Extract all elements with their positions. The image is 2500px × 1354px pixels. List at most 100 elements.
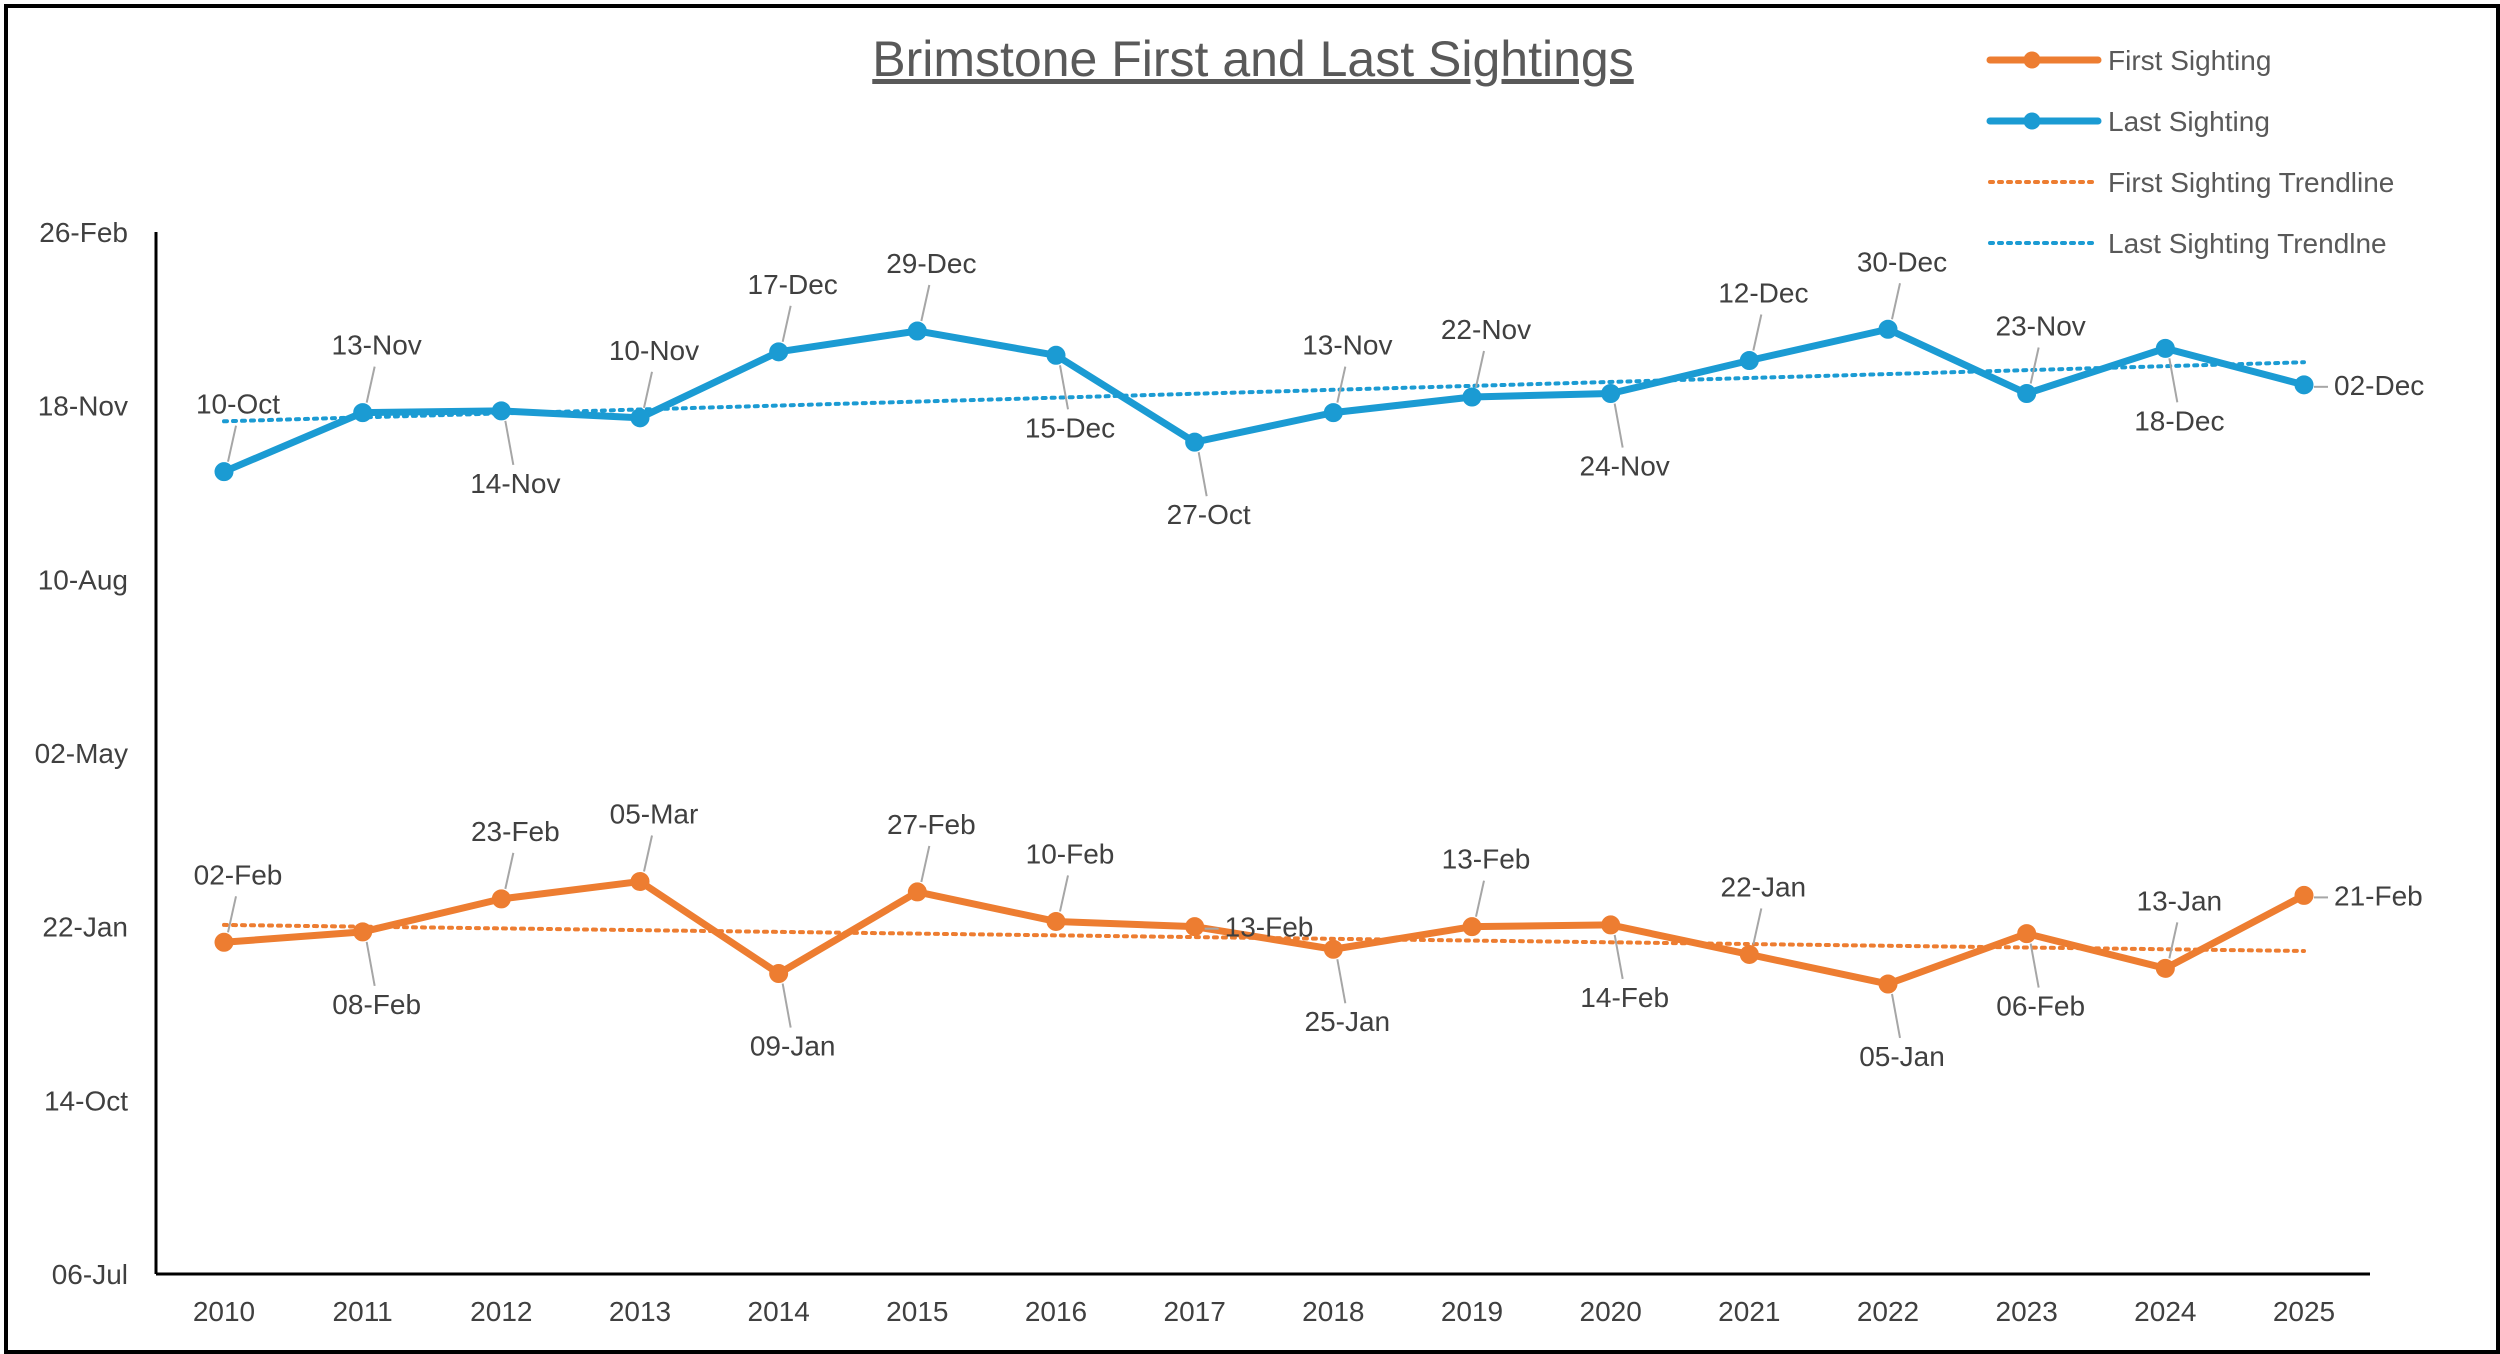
x-tick-label: 2015	[886, 1296, 948, 1327]
first-sighting-marker-2020	[1601, 915, 1621, 935]
first-sighting-marker-2023	[2017, 924, 2037, 944]
y-tick-label: 22-Jan	[42, 912, 128, 943]
data-label-leader	[1613, 403, 1624, 448]
data-label-leader	[1475, 880, 1485, 917]
data-label-leader	[2168, 922, 2179, 959]
last-sighting-label-2015: 29-Dec	[886, 248, 976, 279]
first-sighting-label-2010: 02-Feb	[194, 859, 283, 890]
last-sighting-label-2016: 15-Dec	[1025, 412, 1115, 443]
y-tick-label: 10-Aug	[38, 564, 128, 595]
last-sighting-marker-2018	[1323, 403, 1343, 423]
legend-label: First Sighting Trendline	[2108, 167, 2394, 198]
data-label-leader	[504, 852, 515, 890]
y-tick-label: 26-Feb	[39, 217, 128, 248]
last-sighting-marker-2023	[2017, 384, 2037, 404]
last-sighting-line	[220, 325, 2308, 476]
last-sighting-label-2010: 10-Oct	[196, 389, 280, 420]
first-sighting-label-2020: 14-Feb	[1580, 982, 1669, 1013]
data-label-leader	[1613, 934, 1624, 980]
line-chart: Brimstone First and Last Sightings 26-Fe…	[35, 31, 2425, 1327]
x-tick-label: 2024	[2134, 1296, 2196, 1327]
y-tick-label: 14-Oct	[44, 1085, 128, 1116]
x-tick-label: 2019	[1441, 1296, 1503, 1327]
first-sighting-marker-2011	[353, 922, 373, 942]
data-label-leader	[365, 941, 376, 987]
data-labels: 02-Feb 08-Feb 23-Feb 05-Mar 09-Jan 27-Feb 10-F…	[194, 246, 2425, 1072]
first-sighting-label-2025: 21-Feb	[2334, 880, 2423, 911]
first-sighting-marker-2021	[1739, 944, 1759, 964]
first-sighting-marker-2015	[907, 882, 927, 902]
x-tick-label: 2020	[1580, 1296, 1642, 1327]
last-sighting-label-2021: 12-Dec	[1718, 278, 1808, 309]
first-sighting-label-2013: 05-Mar	[610, 799, 699, 830]
x-tick-label: 2018	[1302, 1296, 1364, 1327]
first-sighting-marker-2019	[1462, 917, 1482, 937]
x-tick-label: 2011	[333, 1296, 393, 1327]
last-sighting-label-2025: 02-Dec	[2334, 370, 2424, 401]
last-sighting-marker-2011	[353, 403, 373, 423]
legend-label: Last Sighting	[2108, 106, 2270, 137]
data-label-leader	[643, 835, 653, 872]
y-tick-label: 02-May	[35, 738, 128, 769]
legend-marker-first	[2023, 51, 2041, 69]
last-sighting-marker-2012	[491, 401, 511, 421]
first-sighting-label-2014: 09-Jan	[750, 1031, 836, 1062]
first-sighting-label-2016: 10-Feb	[1026, 838, 1115, 869]
axes	[154, 232, 2370, 1276]
legend-marker-last	[2023, 112, 2041, 130]
data-label-leader	[227, 896, 237, 933]
first-sighting-trendline	[222, 922, 2306, 953]
last-sighting-label-2013: 10-Nov	[609, 335, 699, 366]
last-sighting-label-2014: 17-Dec	[748, 269, 838, 300]
x-tick-label: 2023	[1996, 1296, 2058, 1327]
data-label-leader	[643, 371, 653, 409]
data-label-leader	[1059, 875, 1069, 912]
data-label-leader	[1336, 959, 1347, 1004]
x-tick-label: 2014	[748, 1296, 810, 1327]
first-sighting-marker-2013	[630, 872, 650, 892]
first-sighting-marker-2024	[2155, 958, 2175, 978]
data-label-leader	[1891, 993, 1901, 1039]
data-label-leader	[1336, 366, 1347, 403]
last-sighting-marker-2017	[1185, 432, 1205, 452]
first-sighting-line	[220, 878, 2308, 988]
trendlines	[222, 360, 2306, 953]
last-sighting-marker-2022	[1878, 319, 1898, 339]
data-label-leader	[504, 420, 515, 466]
first-sighting-marker-2022	[1878, 974, 1898, 994]
last-sighting-marker-2015	[907, 321, 927, 341]
last-sighting-marker-2016	[1046, 345, 1066, 365]
data-label-leader	[1752, 314, 1763, 351]
first-sighting-marker-2016	[1046, 911, 1066, 931]
x-tick-label: 2017	[1164, 1296, 1226, 1327]
first-sighting-label-2011: 08-Feb	[332, 989, 421, 1020]
last-sighting-marker-2010	[214, 462, 234, 482]
series-lines	[214, 319, 2314, 994]
data-label-leader	[2168, 358, 2179, 403]
first-sighting-marker-2010	[214, 932, 234, 952]
last-sighting-marker-2019	[1462, 387, 1482, 407]
first-sighting-label-2022: 05-Jan	[1859, 1041, 1945, 1072]
data-label-leader	[2029, 347, 2040, 384]
first-sighting-marker-2017	[1185, 917, 1205, 937]
y-tick-label: 18-Nov	[38, 391, 128, 422]
data-label-leader	[227, 425, 237, 462]
last-sighting-marker-2013	[630, 408, 650, 428]
x-tick-label: 2016	[1025, 1296, 1087, 1327]
x-tick-label: 2010	[193, 1296, 255, 1327]
chart-title: Brimstone First and Last Sightings	[872, 31, 1633, 87]
data-label-leader	[1752, 908, 1763, 945]
first-sighting-label-2024: 13-Jan	[2137, 885, 2223, 916]
data-label-leader	[1475, 350, 1485, 388]
data-label-leader	[920, 284, 931, 322]
legend-label: First Sighting	[2108, 45, 2271, 76]
first-sighting-label-2019: 13-Feb	[1442, 844, 1531, 875]
first-sighting-marker-2018	[1323, 939, 1343, 959]
first-sighting-label-2023: 06-Feb	[1996, 991, 2085, 1022]
y-tick-label: 06-Jul	[52, 1259, 128, 1290]
legend-label: Last Sighting Trendlne	[2108, 228, 2387, 259]
first-sighting-label-2012: 23-Feb	[471, 816, 560, 847]
x-tick-label: 2022	[1857, 1296, 1919, 1327]
first-sighting-label-2021: 22-Jan	[1721, 871, 1807, 902]
data-label-leader	[781, 983, 792, 1028]
